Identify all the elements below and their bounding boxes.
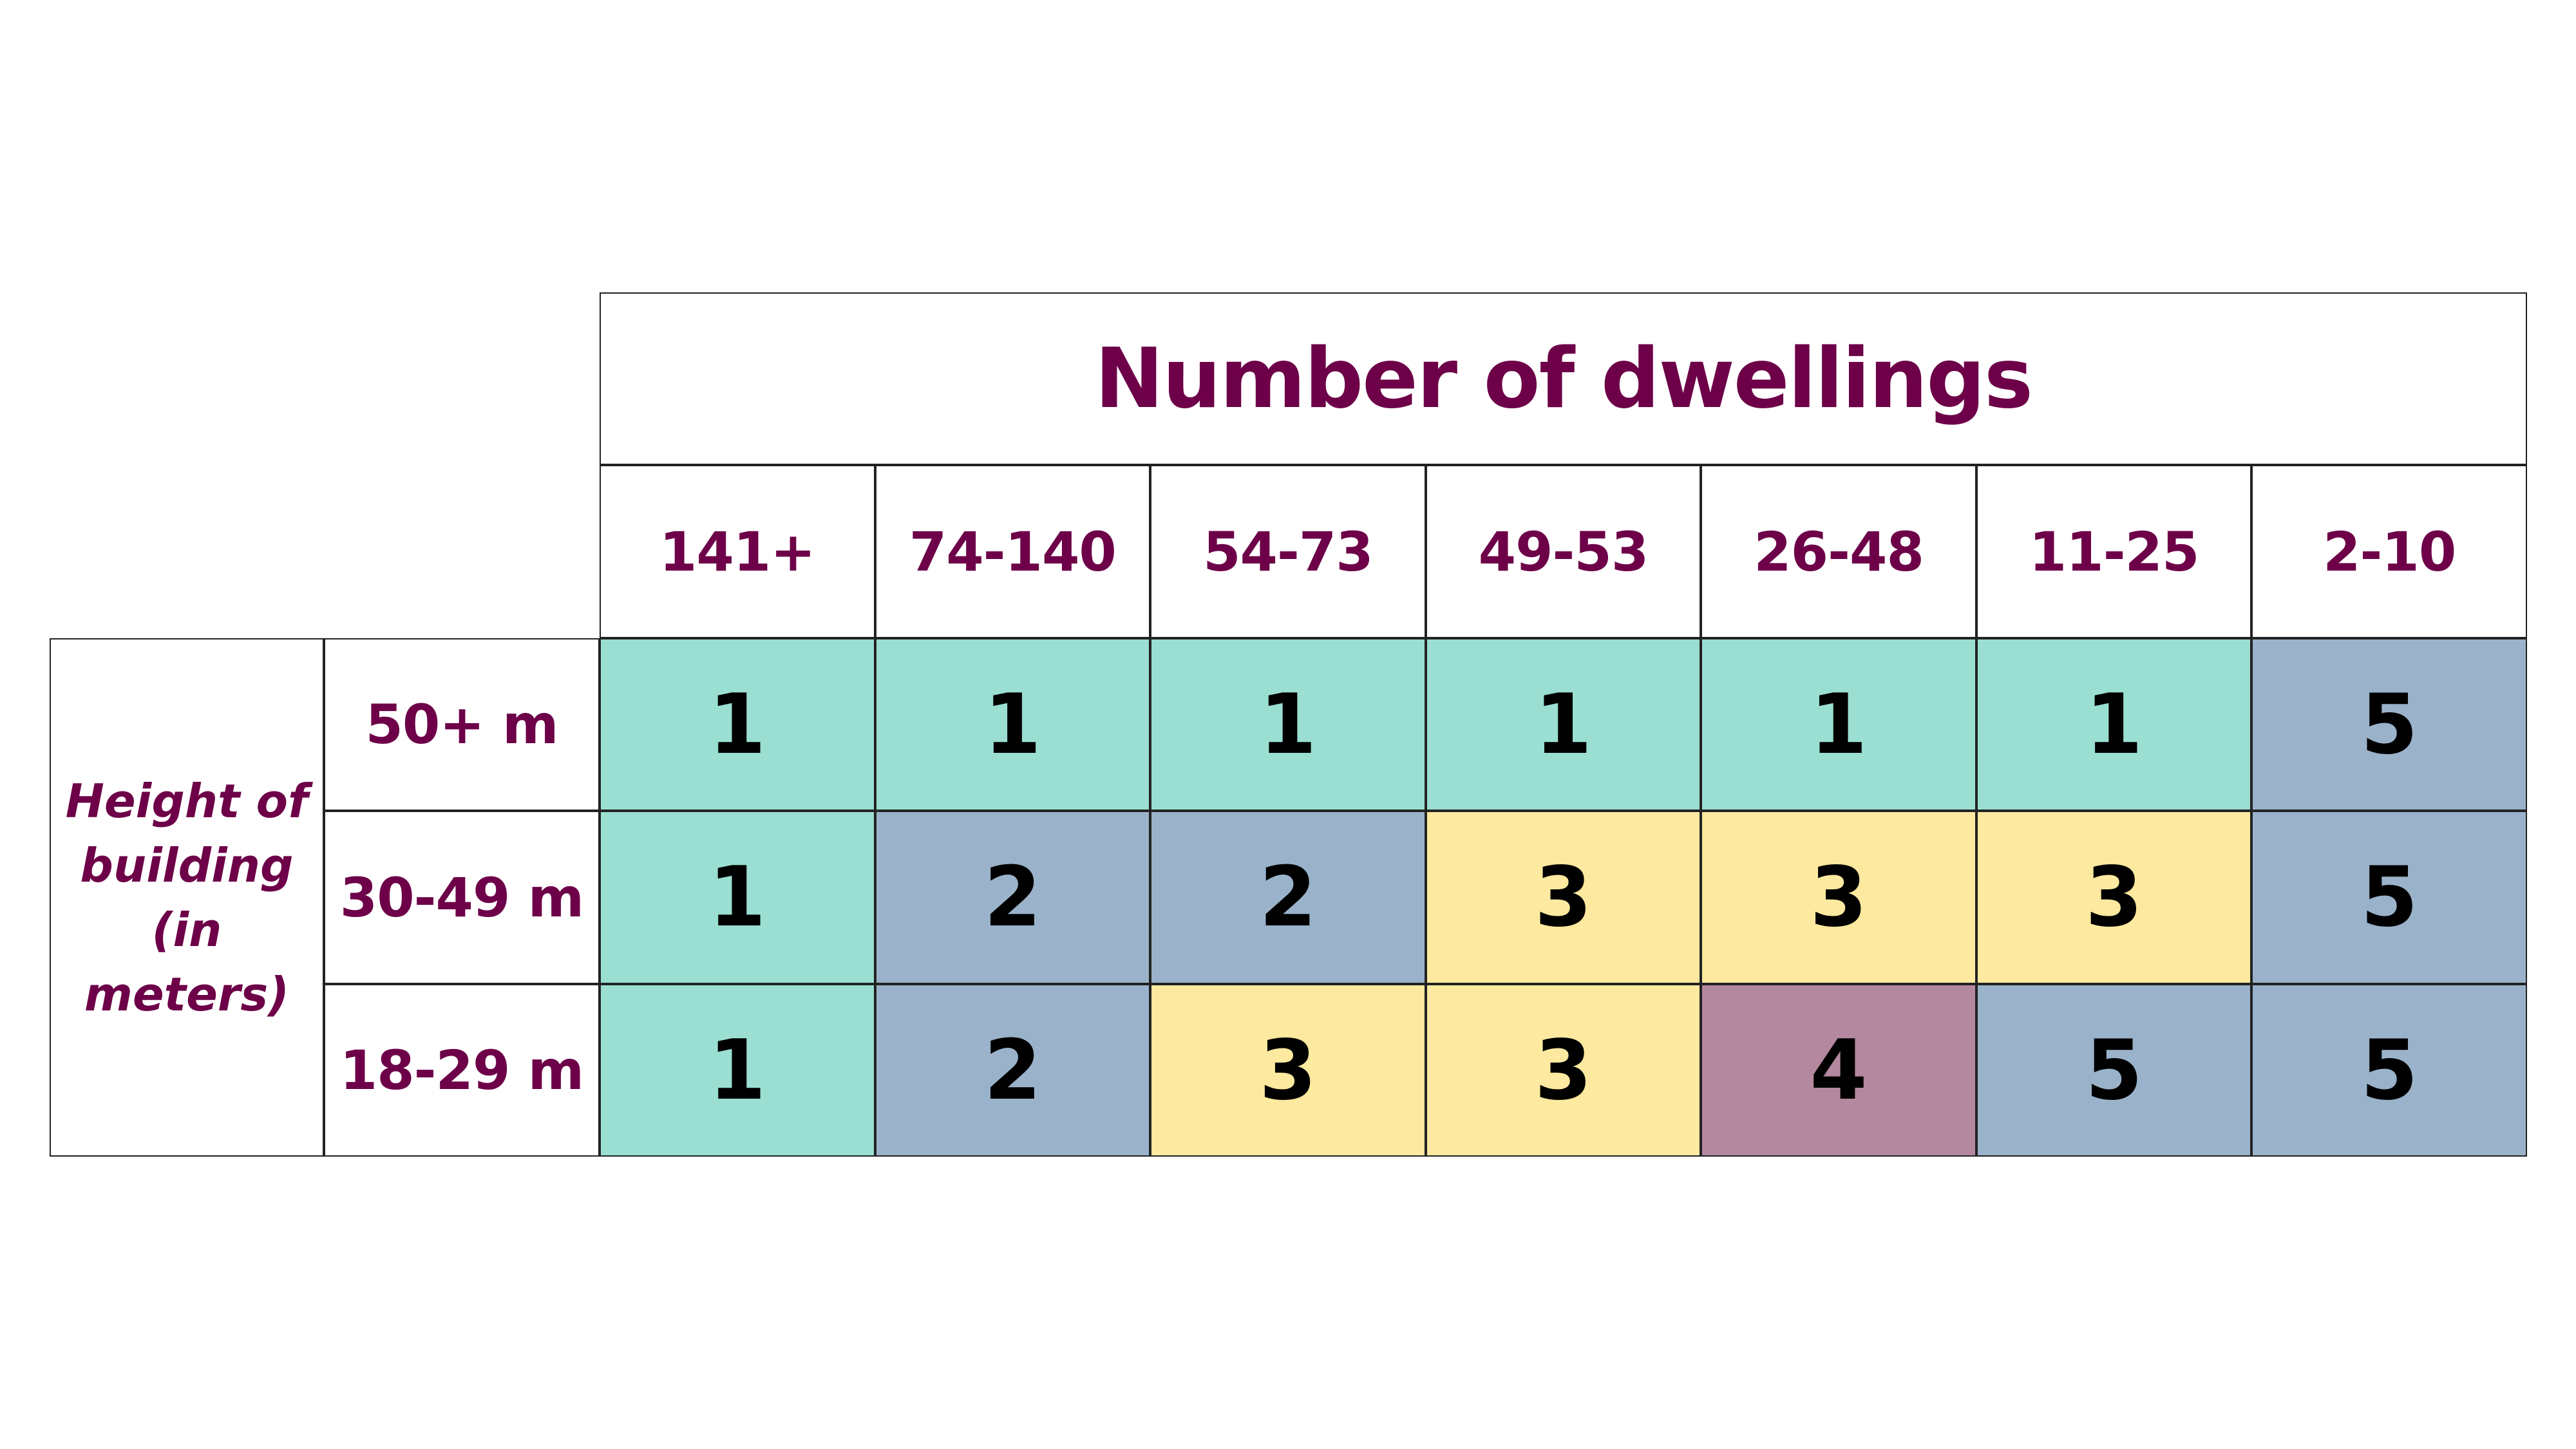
row-header: 18-29 m [324,984,600,1157]
heatmap-cell: 1 [600,984,875,1157]
column-header-text: 11-25 [2029,520,2200,583]
heatmap-cell-text: 3 [1259,1022,1317,1119]
heatmap-cell: 4 [1701,984,1976,1157]
heatmap-cell: 2 [1150,811,1426,984]
heatmap-cell: 1 [875,638,1151,811]
heatmap-cell-text: 2 [983,1022,1041,1119]
row-group-label-line: meters) [84,967,290,1021]
heatmap-cell: 3 [1701,811,1976,984]
row-header: 30-49 m [324,811,600,984]
heatmap-cell-text: 2 [1259,849,1317,945]
column-header-text: 141+ [659,520,816,583]
column-header: 74-140 [875,465,1151,638]
heatmap-cell-text: 1 [708,676,766,773]
heatmap-cell-text: 1 [983,676,1041,773]
heatmap-cell-text: 1 [1534,676,1593,773]
column-header-text: 49-53 [1478,520,1649,583]
column-header: 11-25 [1976,465,2252,638]
column-header-text: 74-140 [909,520,1117,583]
row-group-label: Height of building (in meters) [50,638,324,1157]
heatmap-cell: 1 [1976,638,2252,811]
heatmap-cell-text: 5 [2360,849,2418,945]
heatmap-cell-text: 5 [2360,676,2418,773]
heatmap-cell-text: 3 [1534,1022,1593,1119]
heatmap-cell-text: 5 [2360,1022,2418,1119]
row-header: 50+ m [324,638,600,811]
column-header: 141+ [600,465,875,638]
column-header: 26-48 [1701,465,1976,638]
heatmap-cell-text: 1 [708,1022,766,1119]
heatmap-cell-text: 5 [2085,1022,2143,1119]
heatmap-cell: 3 [1425,984,1701,1157]
heatmap-cell-text: 1 [1259,676,1317,773]
heatmap-cell-text: 1 [1810,676,1868,773]
row-group-label-line: (in [151,902,222,957]
heatmap-cell: 2 [875,984,1151,1157]
heatmap-cell: 1 [600,811,875,984]
heatmap-cell: 5 [2251,811,2527,984]
heatmap-cell-text: 1 [2085,676,2143,773]
row-group-label-line: building [80,838,294,893]
heatmap-cell: 3 [1150,984,1426,1157]
row-header-text: 30-49 m [339,866,584,929]
column-header-text: 26-48 [1754,520,1924,583]
row-group-label-line: Height of [65,773,308,828]
column-header-text: 54-73 [1203,520,1374,583]
heatmap-cell-text: 1 [708,849,766,945]
heatmap-cell-text: 3 [1534,849,1593,945]
heatmap-cell: 5 [2251,984,2527,1157]
heatmap-cell: 3 [1976,811,2252,984]
heatmap-cell: 3 [1425,811,1701,984]
heatmap-cell-text: 2 [983,849,1041,945]
table-title-text: Number of dwellings [1094,330,2033,427]
column-header-text: 2-10 [2323,520,2456,583]
row-header-text: 50+ m [365,693,558,756]
heatmap-cell-text: 3 [2085,849,2143,945]
heatmap-cell: 2 [875,811,1151,984]
column-header: 2-10 [2251,465,2527,638]
heatmap-cell: 1 [600,638,875,811]
row-header-text: 18-29 m [339,1039,584,1102]
heatmap-cell-text: 3 [1810,849,1868,945]
heatmap-cell: 1 [1701,638,1976,811]
column-header: 49-53 [1425,465,1701,638]
heatmap-cell: 1 [1425,638,1701,811]
heatmap-cell: 1 [1150,638,1426,811]
heatmap-cell: 5 [1976,984,2252,1157]
table-title: Number of dwellings [600,292,2527,465]
heatmap-cell: 5 [2251,638,2527,811]
heatmap-cell-text: 4 [1810,1022,1868,1119]
column-header: 54-73 [1150,465,1426,638]
